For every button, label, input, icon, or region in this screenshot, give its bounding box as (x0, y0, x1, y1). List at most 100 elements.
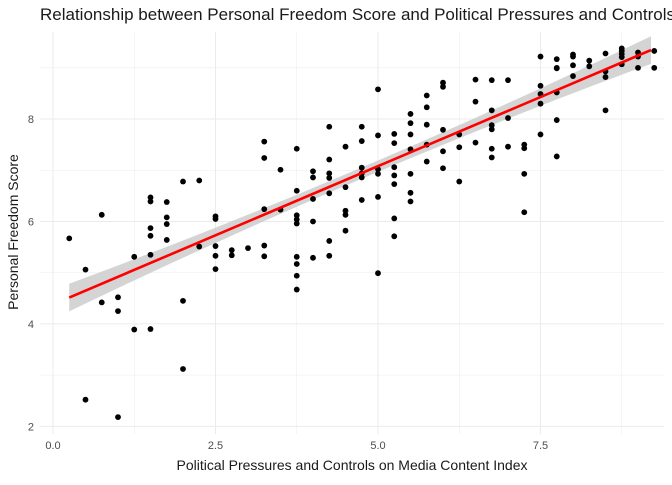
data-point (228, 252, 235, 259)
data-point (423, 104, 430, 111)
data-point (293, 220, 300, 227)
data-point (407, 198, 414, 205)
data-point (115, 308, 121, 314)
y-tick-label: 8 (28, 114, 34, 126)
data-point (488, 77, 495, 84)
data-point (131, 253, 138, 260)
data-point (342, 227, 349, 234)
data-point (277, 166, 284, 173)
data-point (423, 158, 430, 165)
data-point (358, 123, 365, 130)
data-point (391, 131, 398, 137)
data-point (163, 214, 170, 221)
data-point (635, 64, 641, 71)
data-point (570, 53, 576, 60)
data-point (293, 212, 300, 219)
data-point (326, 123, 333, 130)
data-point (553, 153, 560, 160)
data-point (521, 209, 528, 216)
data-point (537, 53, 544, 60)
data-point (163, 199, 170, 205)
x-axis-label: Political Pressures and Controls on Medi… (177, 457, 528, 473)
data-point (505, 115, 511, 121)
data-point (212, 266, 219, 273)
y-tick-label: 4 (28, 319, 34, 331)
data-point (180, 297, 186, 304)
data-point (391, 164, 398, 171)
data-point (245, 245, 251, 252)
data-point (537, 82, 544, 89)
data-point (407, 189, 414, 196)
data-point (456, 178, 463, 185)
data-point (212, 252, 219, 259)
data-point (163, 221, 170, 227)
data-point (261, 206, 268, 213)
data-point (261, 242, 268, 249)
regression-line-group (68, 48, 652, 299)
data-point (342, 207, 349, 214)
data-point (505, 77, 511, 84)
data-point (618, 54, 625, 60)
data-point (456, 144, 463, 151)
data-point (472, 76, 479, 83)
data-point (358, 197, 365, 203)
data-point (326, 175, 333, 181)
y-tick-label: 2 (28, 421, 34, 433)
data-point (293, 253, 300, 260)
data-point (505, 143, 511, 150)
data-point (326, 238, 333, 244)
data-point (342, 211, 349, 218)
data-point (261, 253, 268, 260)
data-point (147, 326, 154, 332)
y-tick-label: 6 (28, 216, 34, 228)
data-point (310, 196, 316, 202)
data-point (82, 396, 89, 403)
data-point (293, 272, 300, 279)
data-point (293, 187, 300, 194)
data-point (66, 235, 73, 242)
data-point (358, 138, 365, 144)
data-point (212, 243, 219, 249)
data-point (326, 156, 333, 163)
data-point (553, 65, 560, 72)
data-point (228, 247, 235, 254)
data-point (98, 211, 105, 218)
data-point (407, 131, 414, 138)
data-point (407, 120, 414, 127)
data-point (391, 233, 398, 240)
data-point (293, 216, 300, 223)
data-point (423, 92, 430, 99)
data-point (342, 143, 349, 150)
data-point (212, 216, 219, 222)
data-point (488, 107, 495, 114)
data-point (326, 252, 333, 259)
data-point (602, 74, 609, 80)
data-point (375, 132, 381, 139)
data-point (115, 414, 121, 421)
data-points (66, 45, 658, 421)
data-point (147, 232, 154, 239)
chart-title: Relationship between Personal Freedom Sc… (40, 5, 672, 24)
data-point (293, 145, 300, 152)
data-point (310, 168, 316, 175)
data-point (391, 140, 398, 147)
data-point (537, 100, 544, 107)
data-point (391, 181, 398, 187)
data-point (147, 198, 154, 205)
data-point (310, 174, 316, 181)
y-axis-ticks: 2 4 6 8 (28, 114, 34, 433)
data-point (375, 193, 381, 200)
data-point (521, 145, 528, 152)
data-point (196, 243, 203, 250)
data-point (310, 218, 316, 225)
data-point (342, 184, 349, 191)
data-point (651, 64, 658, 71)
data-point (586, 57, 593, 64)
data-point (375, 86, 381, 93)
data-point (488, 154, 495, 161)
data-point (440, 148, 446, 155)
data-point (407, 111, 414, 117)
data-point (407, 170, 414, 177)
